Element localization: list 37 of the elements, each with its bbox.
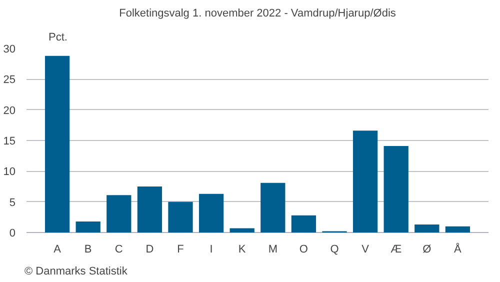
bar: [230, 228, 254, 232]
x-tick-label: F: [177, 244, 184, 256]
y-tick-label: 5: [9, 196, 16, 209]
bar: [352, 130, 378, 232]
y-tick-label: 0: [9, 228, 16, 240]
bar: [137, 186, 162, 232]
bar: [384, 146, 408, 232]
bar: [44, 56, 70, 232]
y-tick-label: 15: [3, 136, 16, 148]
y-axis-title: Pct.: [48, 32, 68, 44]
x-tick-label: A: [54, 244, 62, 256]
bar: [414, 224, 440, 232]
y-tick-label: 20: [3, 104, 16, 117]
bar: [260, 182, 286, 232]
bar: [76, 221, 100, 232]
chart-title: Folketingsvalg 1. november 2022 - Vamdrup/Hjarup/Ødis: [119, 8, 396, 20]
bar: [198, 194, 224, 232]
y-tick-label: 10: [3, 166, 16, 178]
x-tick-label: Æ: [390, 244, 402, 256]
bar: [106, 195, 132, 232]
x-tick-label: B: [84, 244, 92, 256]
x-tick-label: C: [114, 244, 123, 256]
x-tick-label: Å: [454, 242, 462, 256]
x-tick-label: I: [210, 244, 213, 256]
bar: [445, 226, 470, 232]
x-tick-label: V: [362, 244, 370, 256]
y-tick-label: 30: [3, 44, 16, 56]
x-tick-label: D: [146, 244, 154, 256]
bar: [291, 215, 316, 232]
x-tick-label: O: [299, 244, 308, 256]
x-tick-label: K: [238, 244, 246, 256]
bar: [168, 202, 193, 232]
y-tick-label: 25: [3, 74, 16, 86]
x-tick-label: Q: [330, 244, 340, 256]
text: © Danmarks Statistik: [24, 266, 128, 278]
x-tick-label: M: [268, 244, 278, 256]
x-tick-label: Ø: [422, 244, 432, 256]
